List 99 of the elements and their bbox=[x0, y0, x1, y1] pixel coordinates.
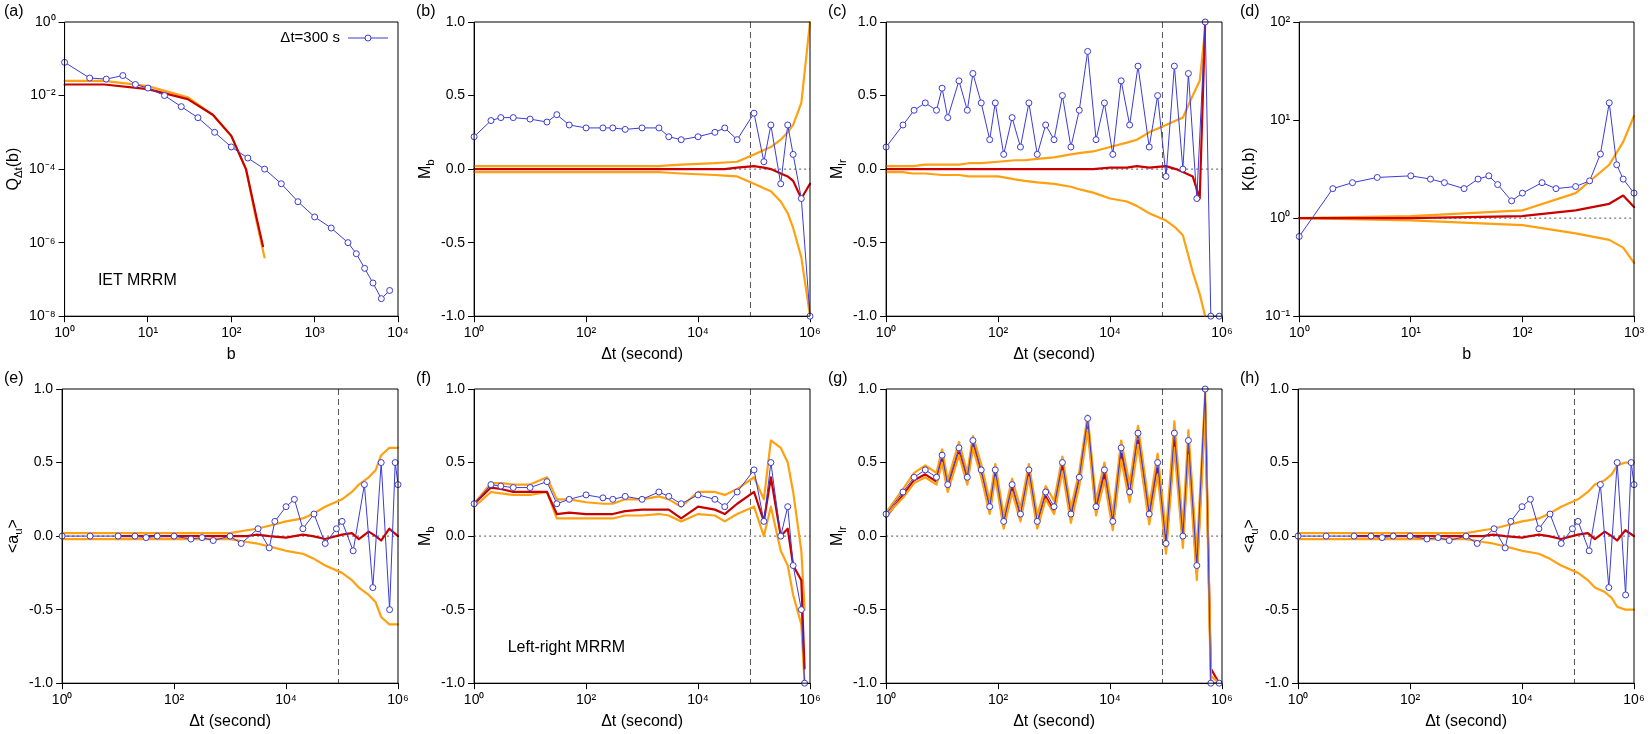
chart-title: (f) bbox=[416, 369, 432, 387]
y-tick-label: -0.5 bbox=[853, 600, 878, 617]
x-axis-title: Δt (second) bbox=[1013, 345, 1095, 363]
x-axis-title: Δt (second) bbox=[1013, 712, 1095, 730]
x-tick-label: 10² bbox=[163, 691, 185, 708]
y-axis-title: Mb bbox=[416, 526, 436, 546]
x-tick-label: 10⁶ bbox=[1211, 324, 1233, 341]
x-tick-label: 10² bbox=[987, 691, 1009, 708]
x-tick-label: 10⁰ bbox=[1287, 691, 1309, 708]
y-tick-label: 10⁻⁶ bbox=[29, 233, 56, 250]
x-tick-label: 10⁴ bbox=[275, 691, 297, 708]
chart-title: (a) bbox=[4, 2, 24, 20]
y-axis-title: QΔt(b) bbox=[4, 147, 24, 191]
x-tick-label: 10⁰ bbox=[463, 691, 485, 708]
x-tick-label: 10³ bbox=[1623, 324, 1645, 341]
y-tick-label: 1.0 bbox=[857, 12, 878, 29]
x-tick-label: 10⁴ bbox=[1099, 691, 1121, 708]
x-axis-title: Δt (second) bbox=[601, 345, 683, 363]
y-tick-label: -1.0 bbox=[441, 674, 466, 691]
x-tick-label: 10⁶ bbox=[387, 691, 409, 708]
x-tick-label: 10¹ bbox=[137, 324, 159, 341]
y-axis-title: K(b,b) bbox=[1240, 147, 1258, 191]
x-axis-title: Δt (second) bbox=[1425, 712, 1507, 730]
y-tick-label: 0.5 bbox=[445, 453, 466, 470]
y-tick-label: 10⁰ bbox=[1269, 208, 1291, 225]
x-tick-label: 10¹ bbox=[1400, 324, 1422, 341]
x-tick-label: 10² bbox=[987, 324, 1009, 341]
y-tick-label: 10⁰ bbox=[35, 12, 56, 29]
y-tick-label: 1.0 bbox=[445, 12, 466, 29]
y-tick-label: -0.5 bbox=[441, 233, 466, 250]
x-axis-title: b bbox=[1462, 345, 1472, 363]
x-axis-title: Δt (second) bbox=[189, 712, 271, 730]
y-tick-label: 1.0 bbox=[1269, 379, 1290, 396]
y-axis-title: <au> bbox=[4, 519, 24, 554]
x-tick-label: 10⁶ bbox=[799, 324, 821, 341]
chart-title: (d) bbox=[1240, 2, 1260, 20]
y-tick-label: -1.0 bbox=[29, 674, 54, 691]
x-tick-label: 10⁰ bbox=[875, 324, 897, 341]
y-tick-label: 0.0 bbox=[857, 159, 878, 176]
y-tick-label: 10⁻⁸ bbox=[29, 307, 56, 324]
y-tick-label: -1.0 bbox=[853, 674, 878, 691]
y-tick-label: 10¹ bbox=[1270, 110, 1291, 127]
y-tick-label: 1.0 bbox=[857, 379, 878, 396]
x-tick-label: 10² bbox=[1512, 324, 1533, 341]
y-tick-label: -0.5 bbox=[441, 600, 466, 617]
chart-title: (g) bbox=[828, 369, 848, 387]
chart-title: (h) bbox=[1240, 369, 1260, 387]
y-tick-label: -0.5 bbox=[29, 600, 54, 617]
y-axis-title: <au> bbox=[1240, 519, 1260, 554]
y-tick-label: 0.5 bbox=[1269, 453, 1290, 470]
x-tick-label: 10⁴ bbox=[1511, 691, 1533, 708]
annotation: IET MRRM bbox=[97, 271, 177, 289]
y-tick-label: 10⁻² bbox=[30, 86, 56, 103]
y-tick-label: 1.0 bbox=[445, 379, 466, 396]
x-tick-label: 10⁶ bbox=[799, 691, 821, 708]
x-tick-label: 10⁴ bbox=[1099, 324, 1121, 341]
x-tick-label: 10⁰ bbox=[875, 691, 897, 708]
y-tick-label: 1.0 bbox=[33, 379, 54, 396]
legend-label: Δt=300 s bbox=[280, 28, 341, 46]
y-tick-label: 0.0 bbox=[33, 526, 54, 543]
x-tick-label: 10⁰ bbox=[463, 324, 485, 341]
x-tick-label: 10⁰ bbox=[51, 691, 73, 708]
x-tick-label: 10³ bbox=[304, 324, 326, 341]
y-tick-label: 0.5 bbox=[445, 86, 466, 103]
chart-title: (c) bbox=[828, 2, 847, 20]
y-axis-title: Mlr bbox=[828, 159, 848, 179]
x-tick-label: 10⁰ bbox=[1288, 324, 1310, 341]
y-tick-label: 0.0 bbox=[445, 159, 466, 176]
x-tick-label: 10² bbox=[575, 324, 597, 341]
y-tick-label: -1.0 bbox=[853, 307, 878, 324]
x-tick-label: 10⁴ bbox=[687, 324, 709, 341]
chart-title: (b) bbox=[416, 2, 436, 20]
x-tick-label: 10² bbox=[1399, 691, 1421, 708]
y-axis-title: Mb bbox=[416, 159, 436, 179]
y-tick-label: 10⁻⁴ bbox=[28, 159, 56, 176]
y-tick-label: 0.0 bbox=[1269, 526, 1290, 543]
y-tick-label: -1.0 bbox=[441, 307, 466, 324]
x-tick-label: 10⁴ bbox=[387, 324, 409, 341]
y-tick-label: 0.0 bbox=[445, 526, 466, 543]
y-tick-label: 0.0 bbox=[857, 526, 878, 543]
x-tick-label: 10⁶ bbox=[1623, 691, 1645, 708]
y-tick-label: -1.0 bbox=[1265, 674, 1290, 691]
x-axis-title: Δt (second) bbox=[601, 712, 683, 730]
y-tick-label: 0.5 bbox=[33, 453, 54, 470]
y-tick-label: 0.5 bbox=[857, 453, 878, 470]
y-tick-label: 10⁻¹ bbox=[1265, 307, 1291, 324]
x-tick-label: 10⁶ bbox=[1211, 691, 1233, 708]
x-tick-label: 10⁴ bbox=[687, 691, 709, 708]
y-tick-label: 0.5 bbox=[857, 86, 878, 103]
chart-title: (e) bbox=[4, 369, 24, 387]
x-tick-label: 10² bbox=[221, 324, 242, 341]
x-tick-label: 10² bbox=[575, 691, 597, 708]
y-tick-label: -0.5 bbox=[1265, 600, 1290, 617]
annotation: Left-right MRRM bbox=[507, 638, 626, 656]
x-axis-title: b bbox=[226, 345, 236, 363]
y-tick-label: 10² bbox=[1270, 12, 1291, 29]
x-tick-label: 10⁰ bbox=[54, 324, 75, 341]
y-tick-label: -0.5 bbox=[853, 233, 878, 250]
y-axis-title: Mlr bbox=[828, 526, 848, 546]
